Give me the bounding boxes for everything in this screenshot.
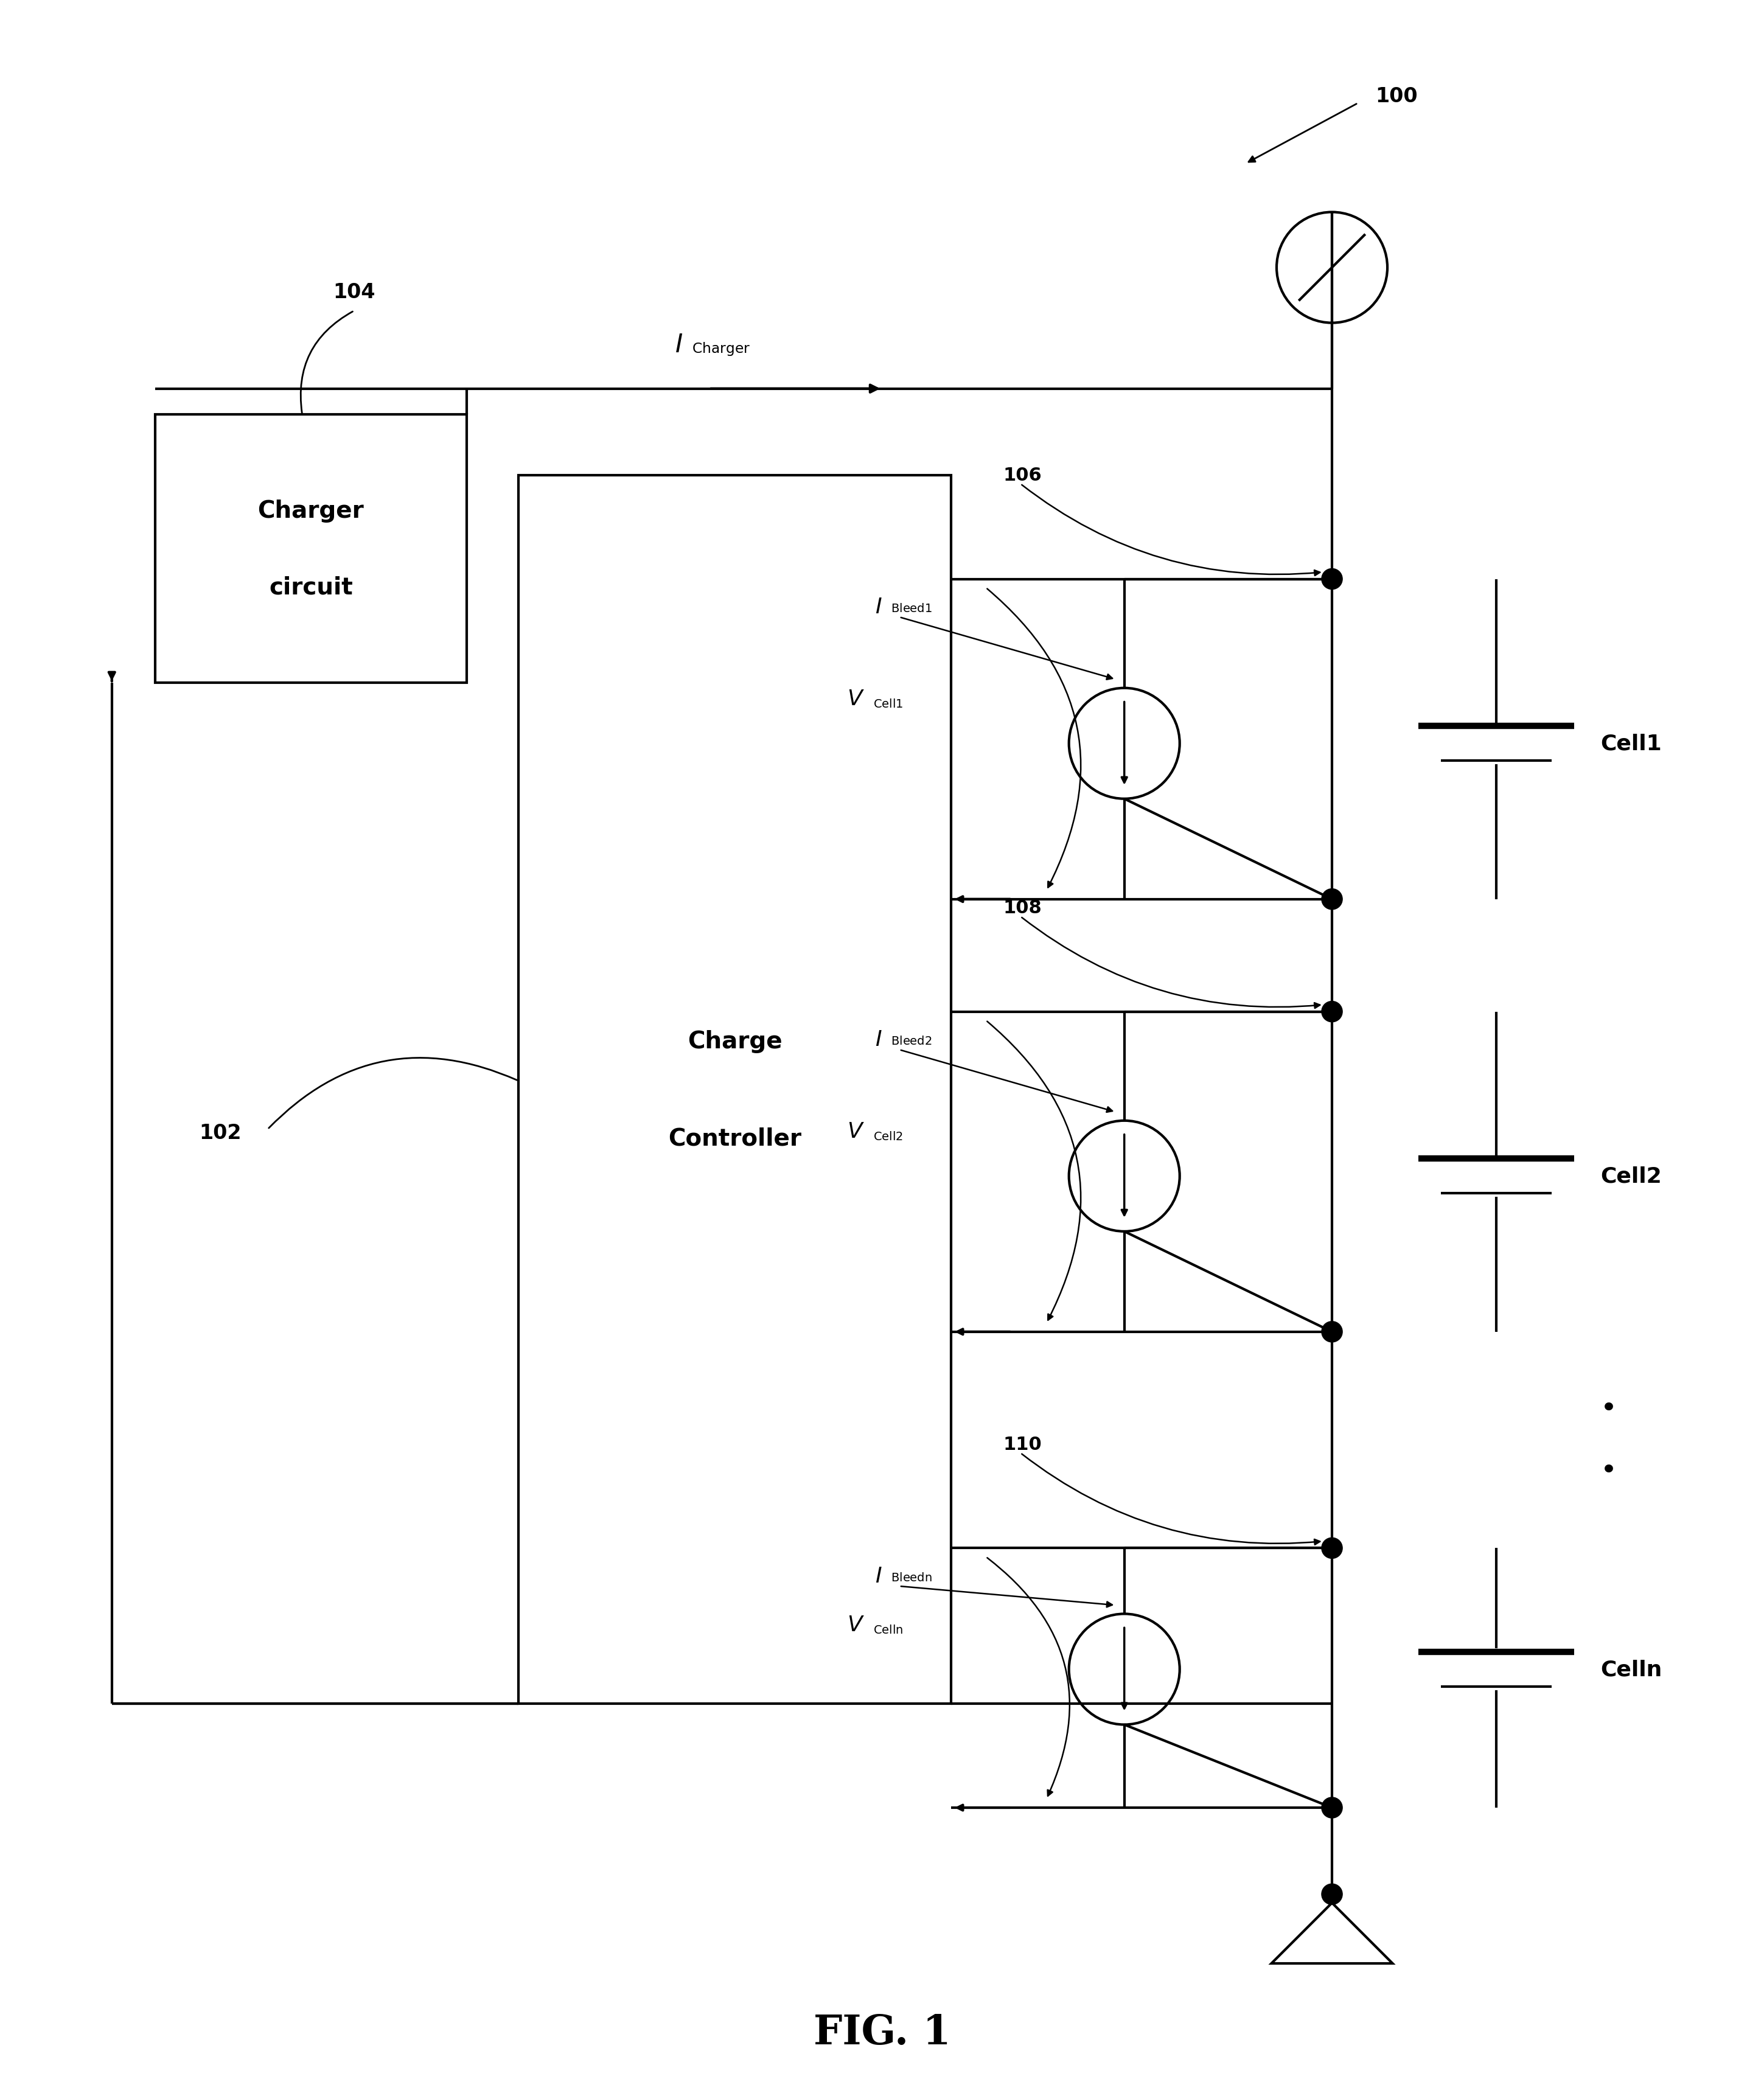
Text: $_{\rm Bleed1}$: $_{\rm Bleed1}$: [891, 597, 931, 613]
Text: 102: 102: [199, 1124, 242, 1143]
FancyBboxPatch shape: [155, 414, 467, 682]
Circle shape: [1321, 890, 1342, 910]
Text: Charger: Charger: [258, 500, 363, 523]
Text: FIG. 1: FIG. 1: [813, 2013, 951, 2053]
FancyBboxPatch shape: [519, 475, 951, 1704]
Text: Celln: Celln: [1600, 1660, 1662, 1681]
Text: $V$: $V$: [847, 1614, 864, 1635]
Text: $V$: $V$: [847, 1122, 864, 1141]
Text: 108: 108: [1004, 900, 1043, 917]
Text: $I$: $I$: [875, 1030, 882, 1051]
Text: 106: 106: [1004, 467, 1043, 483]
Text: $I$: $I$: [676, 333, 683, 358]
Text: •: •: [1600, 1396, 1618, 1423]
Text: 110: 110: [1004, 1436, 1043, 1453]
Text: $I$: $I$: [875, 597, 882, 617]
Text: Cell1: Cell1: [1600, 733, 1662, 753]
Circle shape: [1321, 1003, 1342, 1021]
Text: circuit: circuit: [268, 576, 353, 599]
Circle shape: [1321, 1884, 1342, 1905]
Text: $_{\rm Cell2}$: $_{\rm Cell2}$: [873, 1124, 903, 1141]
Text: $_{\rm Bleed2}$: $_{\rm Bleed2}$: [891, 1030, 931, 1046]
Text: $_{\rm Cell1}$: $_{\rm Cell1}$: [873, 693, 903, 710]
Text: Controller: Controller: [669, 1126, 801, 1149]
Text: 100: 100: [1376, 86, 1418, 107]
Text: 104: 104: [333, 283, 376, 303]
Text: $_{\rm Bleedn}$: $_{\rm Bleedn}$: [891, 1566, 931, 1582]
Text: $_{\rm Celln}$: $_{\rm Celln}$: [873, 1618, 903, 1635]
Text: •: •: [1600, 1457, 1618, 1484]
Circle shape: [1321, 1798, 1342, 1819]
Circle shape: [1321, 1321, 1342, 1342]
Circle shape: [1321, 569, 1342, 590]
Text: $_{\rm Charger}$: $_{\rm Charger}$: [691, 337, 750, 358]
Circle shape: [1321, 1538, 1342, 1559]
Text: $V$: $V$: [847, 689, 864, 710]
Text: $I$: $I$: [875, 1566, 882, 1586]
Text: Charge: Charge: [688, 1030, 781, 1053]
Text: Cell2: Cell2: [1600, 1166, 1662, 1187]
